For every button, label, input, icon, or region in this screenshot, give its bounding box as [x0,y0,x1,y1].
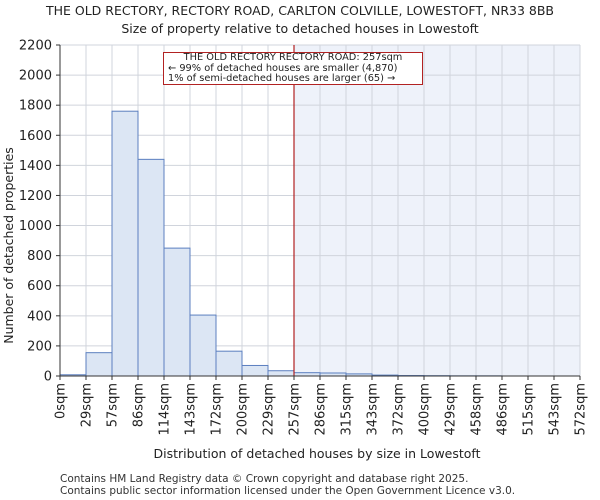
bar [137,158,165,377]
x-tick-label: 572sqm [574,383,589,436]
y-tick-label: 400 [27,309,52,324]
y-tick-label: 2000 [19,69,52,84]
y-tick-label: 1800 [19,99,52,114]
bar [215,350,243,377]
x-tick-label: 114sqm [158,383,173,436]
annotation-line-3: 1% of semi-detached houses are larger (6… [168,73,396,84]
bar [85,352,113,377]
y-tick-label: 600 [27,279,52,294]
x-tick-label: 200sqm [236,383,251,436]
x-axis-label: Distribution of detached houses by size … [153,446,480,461]
x-tick-label: 257sqm [288,383,303,436]
footer-line-2: Contains public sector information licen… [60,485,516,497]
annotation-box: THE OLD RECTORY RECTORY ROAD: 257sqm ← 9… [163,52,423,85]
x-tick-label: 372sqm [392,383,407,436]
y-tick-label: 1400 [19,159,52,174]
bar [163,247,191,377]
x-tick-label: 57sqm [106,383,121,427]
x-tick-label: 86sqm [132,383,147,427]
x-tick-label: 143sqm [184,383,199,436]
y-tick-label: 800 [27,249,52,264]
y-tick-label: 0 [44,370,52,385]
x-tick-label: 229sqm [262,383,277,436]
annotation-line-1: THE OLD RECTORY RECTORY ROAD: 257sqm [183,52,403,63]
y-tick-label: 2200 [19,39,52,54]
bar [111,110,139,377]
x-tick-label: 543sqm [548,383,563,436]
x-tick-label: 172sqm [210,383,225,436]
y-tick-label: 200 [27,339,52,354]
footer-line-1: Contains HM Land Registry data © Crown c… [60,473,469,485]
x-tick-label: 286sqm [314,383,329,436]
y-tick-label: 1000 [19,219,52,234]
annotation-line-2: ← 99% of detached houses are smaller (4,… [168,62,398,74]
bar [189,314,217,377]
x-tick-label: 515sqm [522,383,537,436]
y-tick-label: 1600 [19,129,52,144]
x-tick-label: 343sqm [366,383,381,436]
x-tick-label: 0sqm [54,383,69,419]
y-tick-label: 1200 [19,189,52,204]
shaded-region [294,45,580,376]
x-tick-label: 486sqm [496,383,511,436]
x-tick-label: 400sqm [418,383,433,436]
bar [241,364,269,377]
chart-title: THE OLD RECTORY, RECTORY ROAD, CARLTON C… [45,3,555,18]
x-tick-label: 315sqm [340,383,355,436]
bar [267,370,295,377]
x-tick-label: 458sqm [470,383,485,436]
x-tick-label: 429sqm [444,383,459,436]
y-axis-label: Number of detached properties [1,147,16,344]
x-tick-label: 29sqm [80,383,95,427]
chart-subtitle: Size of property relative to detached ho… [121,21,479,36]
